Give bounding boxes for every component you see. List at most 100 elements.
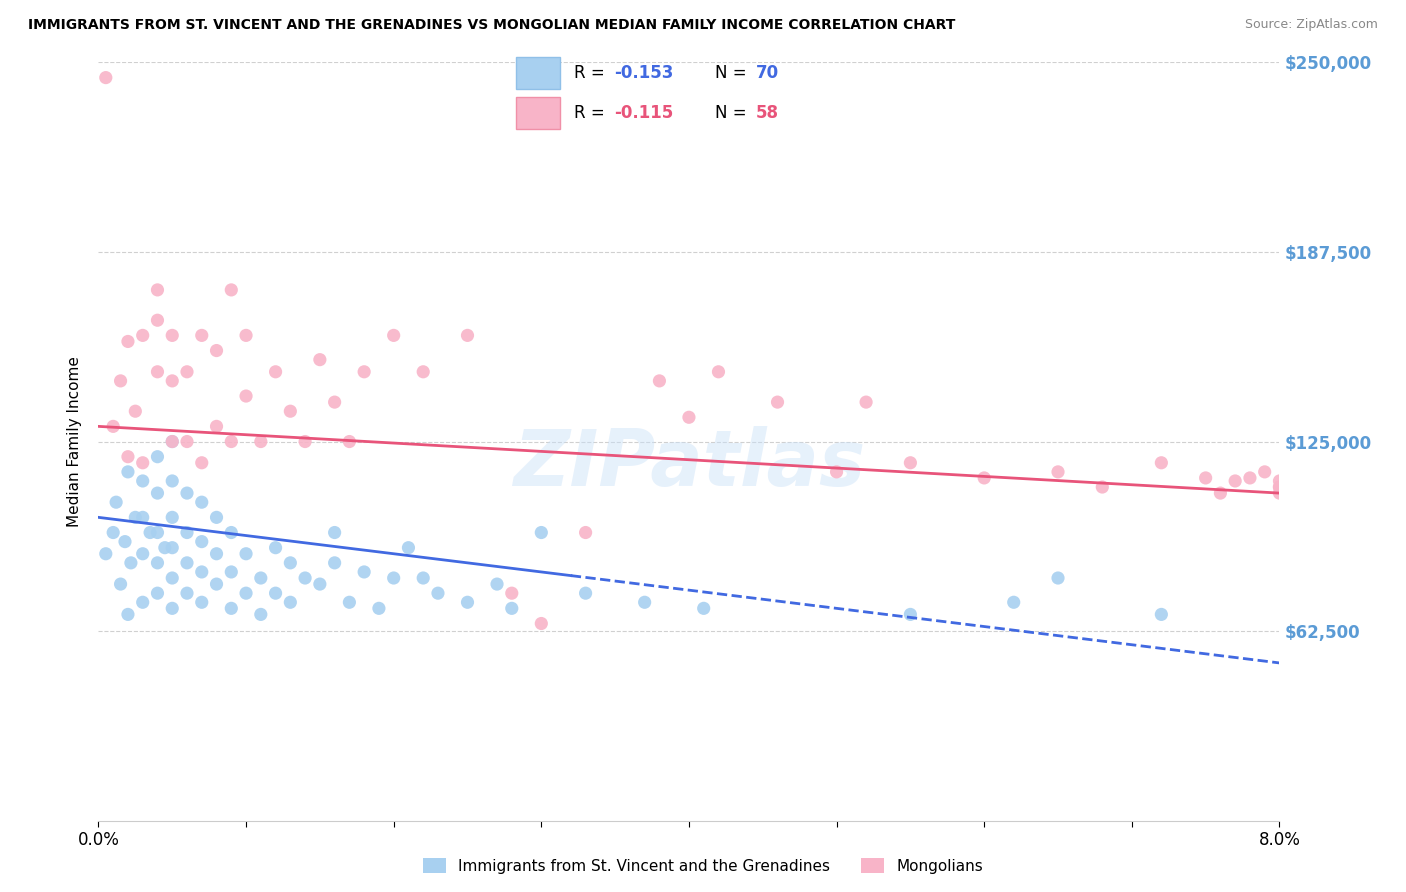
Point bbox=[678, 410, 700, 425]
Point bbox=[235, 389, 257, 403]
Point bbox=[205, 510, 228, 524]
FancyBboxPatch shape bbox=[516, 57, 560, 89]
Text: Source: ZipAtlas.com: Source: ZipAtlas.com bbox=[1244, 18, 1378, 31]
Point bbox=[205, 419, 228, 434]
Point bbox=[146, 313, 169, 327]
Point bbox=[124, 510, 146, 524]
Point bbox=[191, 534, 214, 549]
Point bbox=[323, 525, 346, 540]
Point bbox=[530, 616, 553, 631]
Point bbox=[1239, 471, 1261, 485]
Point bbox=[110, 577, 132, 591]
Point bbox=[191, 495, 214, 509]
Point bbox=[648, 374, 671, 388]
Point bbox=[146, 486, 169, 500]
Point bbox=[191, 456, 214, 470]
Point bbox=[221, 434, 243, 449]
Text: R =: R = bbox=[574, 64, 610, 82]
Point bbox=[1268, 480, 1291, 494]
Point bbox=[280, 556, 302, 570]
Point bbox=[250, 607, 273, 622]
Y-axis label: Median Family Income: Median Family Income bbox=[67, 356, 83, 527]
Point bbox=[501, 586, 523, 600]
Point bbox=[530, 525, 553, 540]
Point bbox=[309, 352, 332, 367]
Point bbox=[146, 365, 169, 379]
Point bbox=[1209, 486, 1232, 500]
Point bbox=[855, 395, 877, 409]
Point bbox=[162, 434, 183, 449]
Point bbox=[176, 486, 198, 500]
Point bbox=[191, 565, 214, 579]
Point bbox=[1268, 486, 1291, 500]
Point bbox=[139, 525, 162, 540]
Point bbox=[176, 525, 198, 540]
Point bbox=[221, 565, 243, 579]
Point bbox=[1254, 465, 1277, 479]
Point bbox=[94, 547, 117, 561]
Point bbox=[1091, 480, 1114, 494]
Point bbox=[264, 586, 287, 600]
Point bbox=[162, 374, 183, 388]
Point bbox=[132, 547, 155, 561]
Point bbox=[162, 328, 183, 343]
Point bbox=[264, 365, 287, 379]
Point bbox=[457, 595, 479, 609]
Point bbox=[117, 450, 139, 464]
Text: IMMIGRANTS FROM ST. VINCENT AND THE GRENADINES VS MONGOLIAN MEDIAN FAMILY INCOME: IMMIGRANTS FROM ST. VINCENT AND THE GREN… bbox=[28, 18, 956, 32]
Point bbox=[1046, 571, 1070, 585]
Point bbox=[146, 556, 169, 570]
Point bbox=[1002, 595, 1025, 609]
Point bbox=[221, 283, 243, 297]
Point bbox=[250, 434, 273, 449]
Point bbox=[1268, 480, 1291, 494]
Point bbox=[117, 334, 139, 349]
Point bbox=[205, 577, 228, 591]
Point bbox=[146, 450, 169, 464]
Point bbox=[634, 595, 657, 609]
Point bbox=[176, 586, 198, 600]
Point bbox=[339, 434, 361, 449]
Point bbox=[398, 541, 420, 555]
Point bbox=[132, 328, 155, 343]
Point bbox=[486, 577, 509, 591]
Point bbox=[1225, 474, 1247, 488]
Point bbox=[110, 374, 132, 388]
Point bbox=[205, 547, 228, 561]
Point bbox=[250, 571, 273, 585]
Point bbox=[132, 474, 155, 488]
Point bbox=[205, 343, 228, 358]
Point bbox=[146, 525, 169, 540]
Text: N =: N = bbox=[716, 64, 752, 82]
Point bbox=[103, 419, 125, 434]
Point bbox=[382, 328, 405, 343]
Point bbox=[368, 601, 391, 615]
Text: R =: R = bbox=[574, 104, 610, 122]
Point bbox=[575, 586, 598, 600]
Point bbox=[221, 601, 243, 615]
Point bbox=[309, 577, 332, 591]
Legend: Immigrants from St. Vincent and the Grenadines, Mongolians: Immigrants from St. Vincent and the Gren… bbox=[418, 852, 988, 880]
Point bbox=[132, 595, 155, 609]
Point bbox=[162, 434, 183, 449]
Point bbox=[900, 607, 922, 622]
Point bbox=[900, 456, 922, 470]
Point bbox=[162, 571, 183, 585]
Point bbox=[427, 586, 450, 600]
Point bbox=[162, 474, 183, 488]
Point bbox=[575, 525, 598, 540]
Point bbox=[120, 556, 142, 570]
Point bbox=[94, 70, 117, 85]
Point bbox=[146, 283, 169, 297]
Point bbox=[162, 541, 183, 555]
Point bbox=[280, 595, 302, 609]
Point bbox=[235, 586, 257, 600]
Point bbox=[825, 465, 848, 479]
Point bbox=[1195, 471, 1218, 485]
Point bbox=[264, 541, 287, 555]
Text: N =: N = bbox=[716, 104, 752, 122]
Point bbox=[105, 495, 128, 509]
Point bbox=[412, 571, 434, 585]
Point bbox=[323, 395, 346, 409]
Point bbox=[221, 525, 243, 540]
